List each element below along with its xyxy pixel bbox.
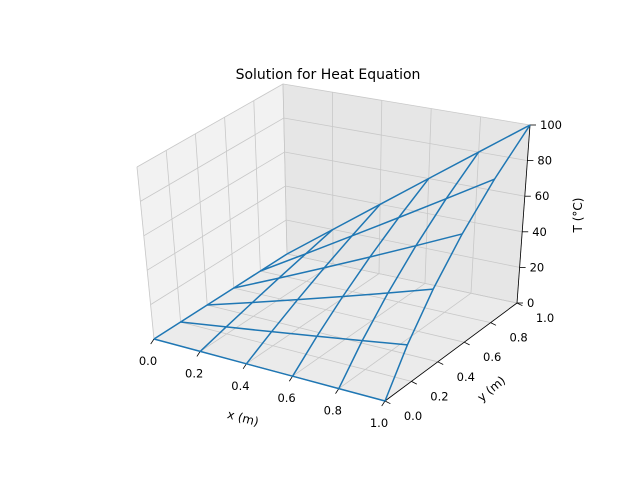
wire-row-line: [286, 124, 531, 255]
x-axis-tick-label: 0.6: [277, 391, 295, 405]
y-axis-label: y (m): [475, 373, 508, 404]
x-axis-tick-mark: [288, 375, 293, 382]
y-axis-tick-mark: [384, 400, 391, 405]
z-gridline: [150, 219, 520, 305]
chart-title: Solution for Heat Equation: [236, 67, 421, 83]
z-gridline: [146, 185, 523, 271]
y-axis-tick-label: 0.0: [404, 409, 422, 423]
wire-row-line: [260, 178, 495, 272]
wire-row-line: [207, 288, 434, 306]
z-axis-line: [516, 124, 531, 304]
x-axis-tick-label: 0.2: [185, 366, 203, 380]
z-axis-tick-label: 60: [535, 189, 550, 203]
y-axis-tick-mark: [490, 322, 497, 326]
x-axis-tick-label: 0.4: [231, 379, 249, 393]
wire-column-line: [338, 151, 480, 389]
y-axis-tick-mark: [516, 302, 523, 307]
y-axis-tick-label: 0.6: [483, 350, 501, 364]
wire-column-line: [199, 228, 334, 352]
y-axis-tick-mark: [437, 361, 444, 365]
x-axis-label: x (m): [226, 407, 261, 429]
x-axis-tick-mark: [196, 351, 201, 357]
wire-row-line: [153, 338, 386, 402]
x-axis-tick-label: 1.0: [370, 416, 388, 430]
wire-row-line: [180, 321, 408, 346]
z-axis-tick-label: 20: [530, 260, 545, 274]
x-axis-tick-mark: [335, 388, 340, 394]
ticks: 0.00.20.40.60.81.0 0.00.20.40.60.81.00204…: [139, 118, 562, 430]
wire-column-line: [153, 253, 288, 340]
x-axis-tick-label: 0.0: [139, 354, 157, 368]
y-axis-tick-label: 0.4: [457, 370, 475, 384]
z-axis-tick-label: 100: [540, 118, 562, 132]
y-axis-tick-label: 0.8: [509, 331, 527, 345]
x-axis-tick-mark: [242, 363, 247, 370]
wire-column-line: [384, 124, 531, 402]
wire-row-line: [233, 233, 463, 289]
y-axis-tick-label: 1.0: [536, 311, 554, 325]
wire-column-line: [291, 178, 430, 377]
y-axis-tick-label: 0.2: [430, 389, 448, 403]
wireframe-surface: [153, 124, 531, 402]
x-axis-tick-label: 0.8: [324, 404, 342, 418]
y-axis-tick-mark: [464, 341, 470, 346]
z-axis-tick-label: 40: [532, 225, 547, 239]
y-axis-line: [384, 302, 518, 402]
z-axis-tick-label: 80: [537, 154, 552, 168]
wire-column-line: [245, 203, 381, 365]
x-axis-tick-mark: [381, 400, 386, 407]
z-axis-label: T (°C): [571, 198, 585, 234]
z-gridline: [136, 83, 531, 168]
z-gridline: [143, 151, 525, 237]
x-axis-tick-mark: [150, 338, 155, 345]
y-axis-tick-mark: [411, 381, 417, 385]
z-axis-tick-label: 0: [527, 296, 534, 310]
z-gridline: [140, 117, 528, 202]
